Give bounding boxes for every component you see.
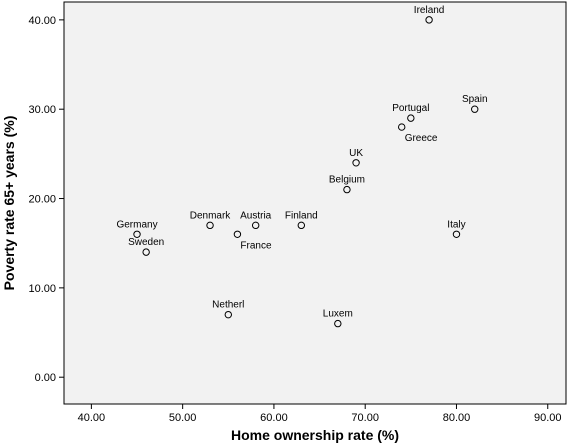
point-label: Spain [462, 94, 488, 105]
data-point [407, 114, 415, 122]
data-points: Ireland Spain Portugal Greece UK Belgium Finla… [116, 5, 488, 328]
point-label: Portugal [392, 103, 429, 114]
x-tick-label: 80.00 [443, 412, 471, 424]
point-label: Netherl [212, 300, 244, 311]
x-tick-label: 90.00 [534, 412, 562, 424]
data-point [343, 185, 351, 194]
x-tick-label: 50.00 [169, 412, 197, 424]
point-label: Sweden [128, 237, 164, 248]
point-label: UK [349, 148, 363, 159]
y-tick-label: 10.00 [28, 283, 56, 295]
point-label: Finland [285, 210, 318, 221]
point-label: Greece [405, 133, 438, 144]
y-tick-label: 0.00 [35, 372, 56, 384]
data-point [251, 221, 260, 230]
data-point [297, 221, 306, 230]
x-axis-ticks: 40.00 50.00 60.00 70.00 80.00 90.00 [78, 404, 562, 424]
plot-area [63, 1, 567, 405]
point-label: Italy [447, 219, 465, 230]
point-label: Austria [240, 210, 272, 221]
y-tick-label: 20.00 [28, 194, 56, 206]
data-point [398, 123, 406, 131]
x-tick-label: 40.00 [78, 412, 106, 424]
y-tick-label: 40.00 [28, 15, 56, 27]
data-point [224, 310, 232, 319]
point-label: France [240, 240, 272, 251]
x-tick-label: 60.00 [260, 412, 288, 424]
data-point [334, 319, 342, 328]
data-point [233, 230, 242, 238]
data-point [133, 230, 141, 238]
point-label: Ireland [414, 5, 445, 16]
data-point [142, 248, 150, 256]
point-label: Belgium [329, 175, 365, 186]
data-point [352, 159, 360, 167]
y-axis-ticks: 0.00 10.00 20.00 30.00 40.00 [28, 15, 64, 384]
y-tick-label: 30.00 [28, 104, 56, 116]
point-label: Luxem [323, 309, 353, 320]
y-axis-title: Poverty rate 65+ years (%) [1, 116, 17, 291]
data-point [206, 221, 214, 230]
x-tick-label: 70.00 [351, 412, 379, 424]
data-point [471, 105, 479, 113]
point-label: Germany [116, 219, 157, 230]
data-point [425, 16, 433, 24]
data-point [452, 230, 461, 238]
point-label: Denmark [190, 210, 232, 221]
x-axis-title: Home ownership rate (%) [231, 427, 399, 443]
